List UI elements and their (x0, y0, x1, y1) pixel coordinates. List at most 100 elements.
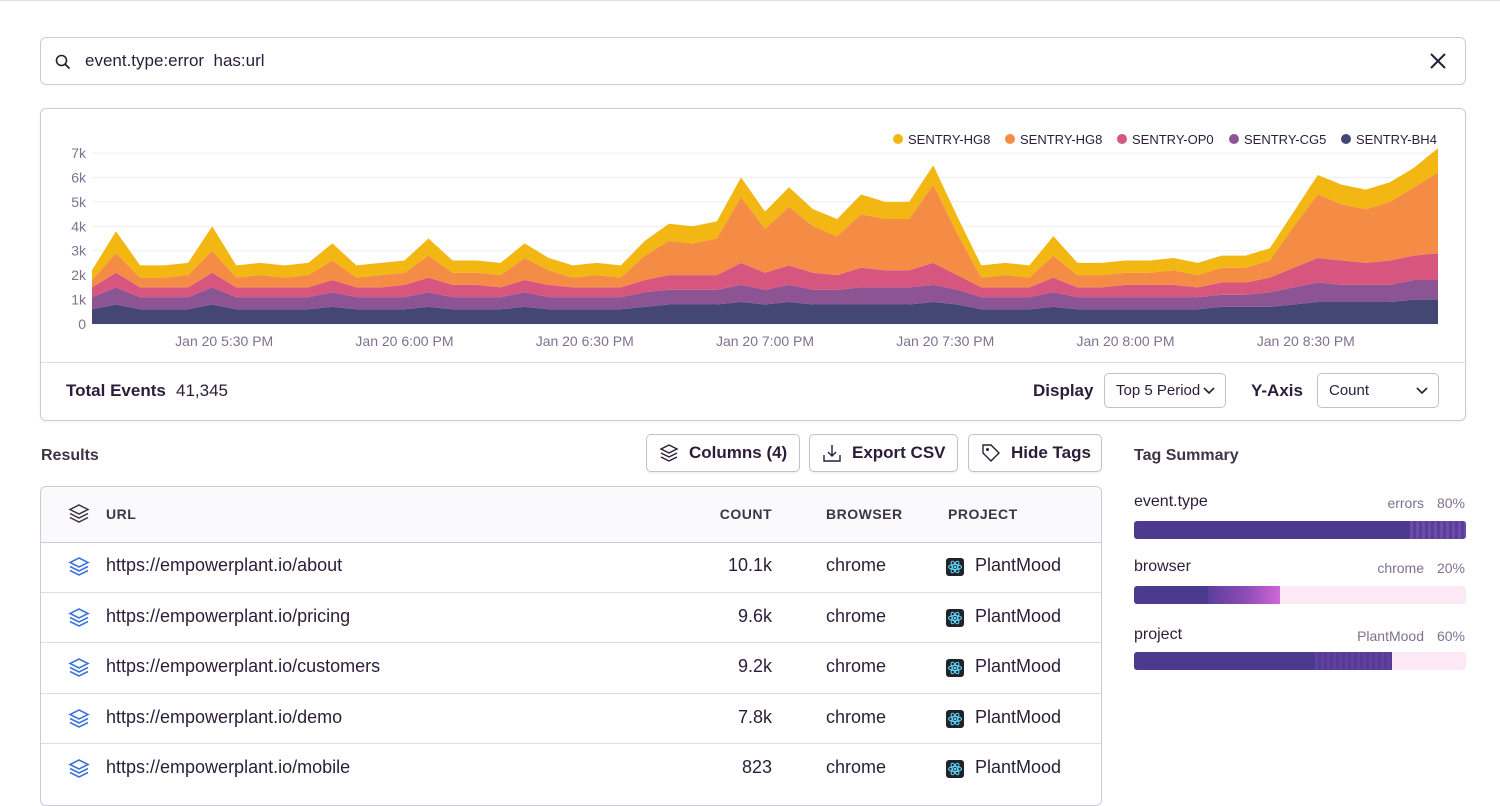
y-tick-label: 7k (71, 145, 87, 161)
x-tick-label: Jan 20 5:30 PM (175, 333, 273, 349)
button-label: Export CSV (852, 443, 946, 463)
x-tick-label: Jan 20 8:30 PM (1257, 333, 1355, 349)
tag-key: browser (1134, 558, 1191, 576)
tag-value: chrome (1377, 560, 1424, 576)
row-divider (41, 592, 1101, 593)
header-icon (68, 504, 90, 524)
react-icon (946, 558, 964, 576)
tag-percent: 60% (1437, 628, 1465, 644)
download-icon (822, 443, 842, 463)
row-icon (68, 658, 90, 678)
layers-icon (68, 709, 90, 729)
yaxis-value: Count (1329, 382, 1369, 399)
x-tick-label: Jan 20 6:30 PM (536, 333, 634, 349)
project-icon (946, 558, 964, 576)
tag-bar[interactable] (1134, 521, 1466, 539)
hide-tags-button[interactable]: Hide Tags (968, 434, 1102, 472)
count-cell: 823 (742, 757, 772, 778)
url-cell[interactable]: https://empowerplant.io/pricing (106, 606, 350, 627)
x-tick-label: Jan 20 8:00 PM (1077, 333, 1175, 349)
browser-cell: chrome (826, 656, 886, 677)
layers-icon (68, 759, 90, 779)
display-select[interactable]: Top 5 Period (1104, 373, 1226, 408)
row-divider (41, 642, 1101, 643)
tag-percent: 20% (1437, 560, 1465, 576)
column-header[interactable]: PROJECT (948, 506, 1018, 522)
tag-bar-segment (1410, 521, 1466, 539)
project-cell: PlantMood (975, 656, 1061, 677)
tag-key: project (1134, 626, 1182, 644)
y-tick-label: 4k (71, 218, 87, 234)
count-cell: 9.2k (738, 656, 772, 677)
layers-icon (68, 557, 90, 577)
legend-dot (1117, 134, 1127, 144)
tag-summary-title: Tag Summary (1134, 447, 1239, 465)
react-icon (946, 609, 964, 627)
yaxis-select[interactable]: Count (1317, 373, 1439, 408)
tag-percent: 80% (1437, 495, 1465, 511)
project-icon (946, 609, 964, 627)
button-label: Columns (4) (689, 443, 787, 463)
divider (41, 362, 1465, 363)
legend-dot (1341, 134, 1351, 144)
tag-value: errors (1387, 495, 1424, 511)
y-tick-label: 2k (71, 267, 87, 283)
browser-cell: chrome (826, 555, 886, 576)
y-tick-label: 6k (71, 169, 87, 185)
y-tick-label: 0 (78, 316, 86, 332)
url-cell[interactable]: https://empowerplant.io/customers (106, 656, 380, 677)
tag-value: PlantMood (1357, 628, 1424, 644)
project-icon (946, 760, 964, 778)
column-header[interactable]: URL (106, 506, 136, 522)
total-value: 41,345 (176, 381, 228, 401)
tag-bar[interactable] (1134, 586, 1466, 604)
tag-bar-segment (1134, 586, 1208, 604)
layers-icon (68, 658, 90, 678)
row-divider (41, 743, 1101, 744)
url-cell[interactable]: https://empowerplant.io/mobile (106, 757, 350, 778)
browser-cell: chrome (826, 757, 886, 778)
tag-bar[interactable] (1134, 652, 1466, 670)
legend-label: SENTRY-HG8 (908, 132, 990, 147)
url-cell[interactable]: https://empowerplant.io/about (106, 555, 342, 576)
chevron (1416, 387, 1428, 395)
export-button[interactable]: Export CSV (809, 434, 958, 472)
legend-dot (1005, 134, 1015, 144)
column-header[interactable]: BROWSER (826, 506, 903, 522)
legend-label: SENTRY-CG5 (1244, 132, 1326, 147)
column-header[interactable]: COUNT (720, 506, 772, 522)
search-query[interactable]: event.type:error has:url (85, 51, 265, 71)
layers-icon (659, 443, 679, 463)
browser-cell: chrome (826, 707, 886, 728)
results-title: Results (41, 447, 99, 465)
x-tick-label: Jan 20 7:30 PM (896, 333, 994, 349)
project-cell: PlantMood (975, 707, 1061, 728)
tag-bar-segment (1134, 652, 1315, 670)
project-icon (946, 659, 964, 677)
chart: 01k2k3k4k5k6k7kJan 20 5:30 PMJan 20 6:00… (40, 108, 1465, 362)
tag-key: event.type (1134, 493, 1208, 511)
table-header (41, 487, 1102, 543)
y-tick-label: 5k (71, 194, 87, 210)
react-icon (946, 760, 964, 778)
row-icon (68, 709, 90, 729)
row-icon (68, 608, 90, 628)
count-cell: 9.6k (738, 606, 772, 627)
tag-bar-segment (1208, 586, 1280, 604)
legend-label: SENTRY-BH4 (1356, 132, 1437, 147)
button-label: Hide Tags (1011, 443, 1091, 463)
url-cell[interactable]: https://empowerplant.io/demo (106, 707, 342, 728)
project-cell: PlantMood (975, 555, 1061, 576)
clear-icon[interactable] (1429, 52, 1447, 70)
display-value: Top 5 Period (1116, 382, 1200, 399)
total-label: Total Events (66, 381, 166, 401)
search-bar[interactable]: event.type:error has:url (40, 37, 1466, 85)
count-cell: 7.8k (738, 707, 772, 728)
x-tick-label: Jan 20 6:00 PM (355, 333, 453, 349)
chevron (1203, 387, 1215, 395)
row-icon (68, 557, 90, 577)
columns-button[interactable]: Columns (4) (646, 434, 800, 472)
layers-icon (68, 608, 90, 628)
row-divider (41, 693, 1101, 694)
